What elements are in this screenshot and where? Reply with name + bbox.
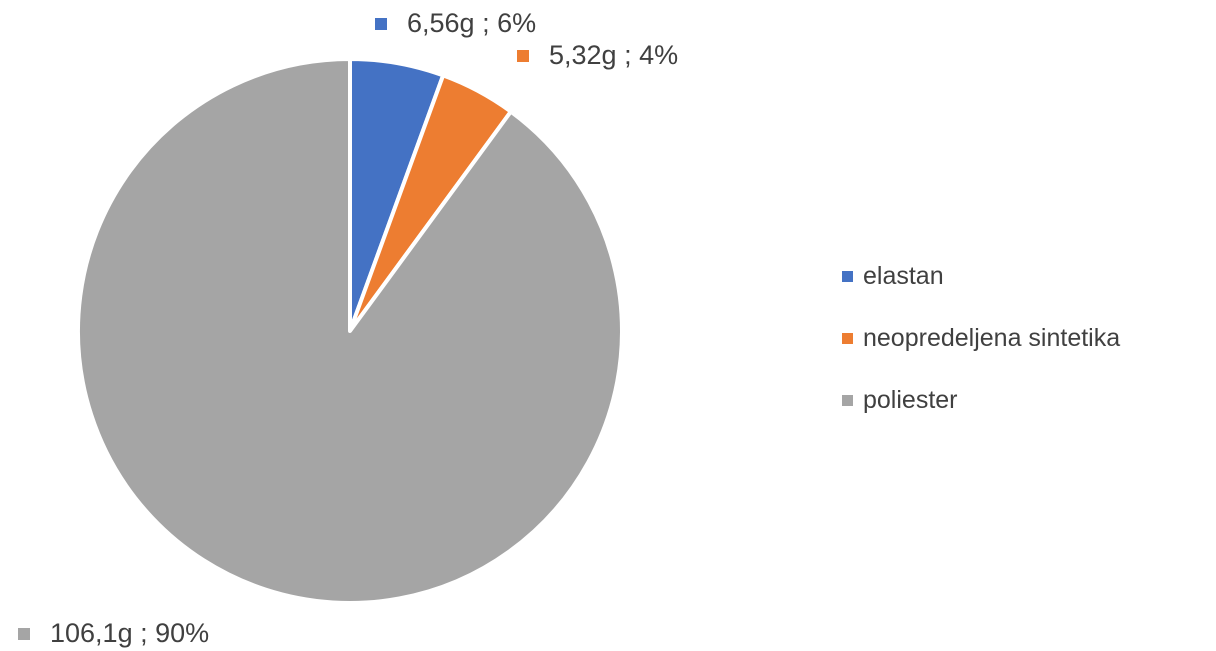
legend-label-elastan: elastan <box>863 261 944 290</box>
data-label-poliester: 106,1g ; 90% <box>18 618 209 649</box>
data-label-elastan: 6,56g ; 6% <box>375 8 536 39</box>
legend-item-elastan: elastan <box>842 245 1120 307</box>
pie-slice-poliester <box>76 57 624 605</box>
data-label-text-neopredeljena-sintetika: 5,32g ; 4% <box>549 40 679 70</box>
data-label-swatch-poliester <box>18 627 30 640</box>
legend-swatch-neopredeljena-sintetika <box>842 332 853 344</box>
data-label-neopredeljena-sintetika: 5,32g ; 4% <box>517 40 678 71</box>
legend-label-poliester: poliester <box>863 385 958 414</box>
legend-swatch-poliester <box>842 394 853 406</box>
legend-item-neopredeljena-sintetika: neopredeljena sintetika <box>842 307 1120 369</box>
legend-item-poliester: poliester <box>842 369 1120 431</box>
legend-label-neopredeljena-sintetika: neopredeljena sintetika <box>863 323 1121 352</box>
data-label-swatch-elastan <box>375 17 387 30</box>
data-label-text-poliester: 106,1g ; 90% <box>50 618 210 648</box>
data-label-swatch-neopredeljena-sintetika <box>517 49 529 62</box>
legend: elastan neopredeljena sintetika polieste… <box>842 245 1120 431</box>
legend-swatch-elastan <box>842 270 853 282</box>
data-label-text-elastan: 6,56g ; 6% <box>407 8 537 38</box>
